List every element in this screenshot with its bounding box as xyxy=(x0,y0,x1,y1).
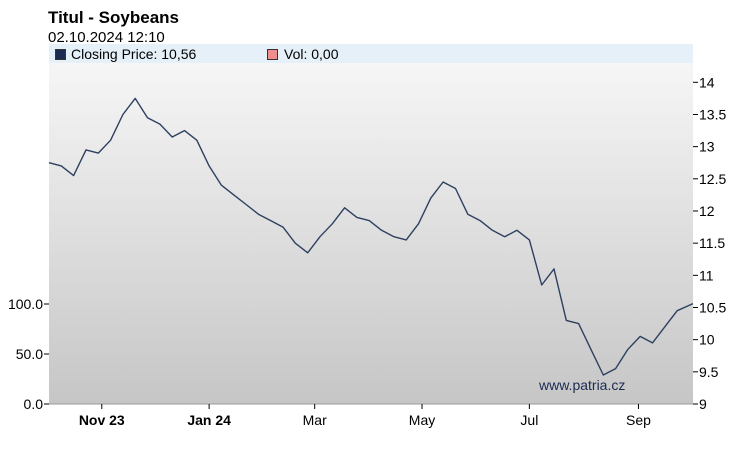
x-axis-tick-label: May xyxy=(409,412,435,428)
right-axis-tick-label: 12 xyxy=(699,203,715,219)
plot-area xyxy=(49,63,693,404)
price-legend-label: Closing Price: 10,56 xyxy=(71,46,197,62)
left-axis-tick-label: 100.0 xyxy=(8,296,43,312)
x-axis-tick-label: Nov 23 xyxy=(79,412,125,428)
right-axis-tick-label: 11 xyxy=(699,267,714,283)
price-series-line xyxy=(48,97,694,376)
right-axis-tick-label: 12.5 xyxy=(699,171,726,187)
left-axis-ticks: 100.0 50.0 0.0 xyxy=(8,296,49,412)
chart-datetime: 02.10.2024 12:10 xyxy=(48,29,165,46)
watermark: www.patria.cz xyxy=(538,377,625,393)
right-axis-tick-label: 9 xyxy=(699,396,707,412)
chart-title: Titul - Soybeans xyxy=(48,8,179,27)
right-axis-tick-label: 9.5 xyxy=(699,364,719,380)
x-axis-tick-label: Jan 24 xyxy=(187,412,231,428)
right-axis-ticks: 14 13.5 13 12.5 12 11.5 11 10.5 10 9.5 9 xyxy=(693,74,726,412)
price-legend-swatch xyxy=(55,49,66,60)
volume-legend-swatch xyxy=(267,49,278,60)
right-axis-tick-label: 13.5 xyxy=(699,106,726,122)
x-axis-tick-label: Mar xyxy=(303,412,327,428)
legend-bar: Closing Price: 10,56 Vol: 0,00 xyxy=(49,44,693,63)
right-axis-tick-label: 10 xyxy=(699,332,715,348)
right-axis-tick-label: 14 xyxy=(699,74,715,90)
right-axis-tick-label: 11.5 xyxy=(699,235,725,251)
left-axis-tick-label: 50.0 xyxy=(16,346,43,362)
x-axis-tick-label: Jul xyxy=(520,412,538,428)
x-axis-tick-label: Sep xyxy=(626,412,651,428)
left-axis-tick-label: 0.0 xyxy=(24,396,44,412)
x-axis-ticks: Nov 23 Jan 24 Mar May Jul Sep xyxy=(79,404,651,428)
right-axis-tick-label: 13 xyxy=(699,139,715,155)
right-axis-tick-label: 10.5 xyxy=(699,299,726,315)
volume-legend-label: Vol: 0,00 xyxy=(284,46,339,62)
